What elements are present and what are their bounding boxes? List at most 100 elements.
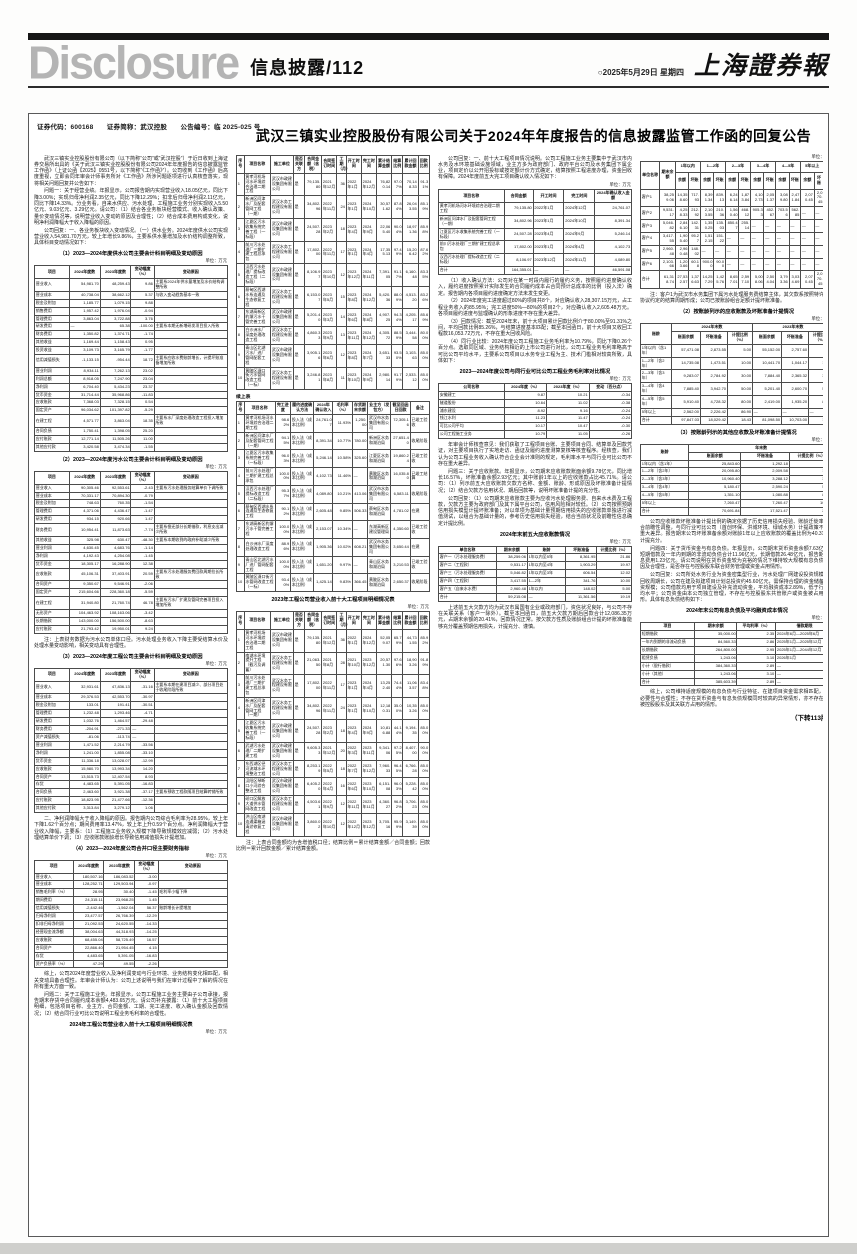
table-body: 1年以内（含1年） 57,471.08 2,873.55 5.00 55,152.00 2… <box>640 343 823 425</box>
table-cell: 156,500.00 <box>99 616 132 626</box>
table-cell: 90.00% <box>417 742 430 761</box>
table-cell: 22,065.40 <box>375 217 393 242</box>
table-cell: 1,079.15 <box>99 298 132 308</box>
table-cell: 1,292.18 <box>740 459 790 469</box>
table-cell: 2,504.04 <box>763 270 777 290</box>
table-row: 合同资产 9,350.67 9,546.91 -2.06 <box>34 580 228 590</box>
table-cell <box>157 872 228 882</box>
table-cell: -8.63 <box>130 616 155 626</box>
table-header-cell: 单位名称 <box>640 161 661 190</box>
table-cell: 17,355.13 <box>375 240 393 265</box>
table-cell: 9.88 <box>130 298 155 308</box>
top-black-bar <box>28 33 829 40</box>
table-cell: 2023年12月 <box>345 263 362 287</box>
table-cell: 3 <box>236 674 245 698</box>
table-cell: — <box>738 244 751 259</box>
table-header-cell: 工期（月） <box>336 155 350 174</box>
table-cell: 与收入变动趋势基本一致 <box>153 290 228 300</box>
table-cell: 1,750.41 <box>68 427 101 436</box>
table-cell: 黄陂区滠口街污水管网改造工程（一标） <box>243 573 276 593</box>
table-cell: 2023年4月 <box>345 719 362 743</box>
unit-label: 单位：万元 <box>609 538 631 544</box>
body-paragraph: 综上，公司2024年度营业收入及净利润变动与行业环境、业务结构变化相匹配，相关变… <box>34 971 228 991</box>
table-header-cell: 坏账准备 <box>699 331 728 345</box>
table-cell: 应付账款 <box>34 796 70 806</box>
table-cell: 新洲区问津水厂及配套管网工程（一期） <box>243 431 276 451</box>
table-cell: 武湖污水处理厂二期扩建工程 <box>243 742 272 761</box>
table-cell: 47,836.13 <box>99 680 132 695</box>
table-cell: 0.54 <box>130 398 155 408</box>
table-cell: 85.00% <box>417 759 430 779</box>
table-cell: 72,305.16 <box>390 413 411 433</box>
table-cell: 是 <box>292 308 306 328</box>
table-cell: 10.00 <box>788 467 823 477</box>
table-cell: 38,259.06 <box>659 188 676 208</box>
table-cell: 1,425.76 <box>713 270 726 290</box>
table-row: 销售毛利率（%） 28.95 30.40 -1.45 毛利率小幅下降 <box>34 888 228 898</box>
table-cell: 129,503.94 <box>103 880 136 890</box>
table-cell: 南湖水环境提升工程（截污及调蓄） <box>243 651 272 676</box>
table-cell: 黄陂区滠口街污水管网改造工程（一标） <box>243 366 272 391</box>
table-cell: 2022年12月 <box>345 812 362 837</box>
table-row: 其他收益 325.98 630.47 -48.30 主要系本期收到的政府补助减少所致 <box>34 535 228 545</box>
table-cell: 武汉市政建设集团有限公司 <box>270 172 294 197</box>
table-cell: 28.95 <box>72 888 105 898</box>
table-cell: 其他应付款 <box>34 442 70 452</box>
table-cell: 洪山区南湖连通渠箱涵清淤修复工程 <box>243 812 272 837</box>
table-cell: 32,931.61 <box>68 680 101 695</box>
table-cell: 61,318.74 <box>659 270 676 290</box>
table-cell: 投入法（成本比例） <box>290 431 315 451</box>
table-cell: 2,533.12 <box>402 366 419 391</box>
table-cell: 85.00% <box>417 812 430 837</box>
table-cell: 4 <box>236 467 245 486</box>
table-row: 客户四（工程款） 3,417.55 1—2年 341.76 10.00 <box>438 577 632 587</box>
table-row: 2—3年（含3年）10,960.403,288.1230.00 <box>640 475 823 485</box>
table-cell: 385,603.39 <box>694 677 738 687</box>
table-cell: 3.10 <box>736 669 777 679</box>
table-cell: — <box>738 231 751 246</box>
table-row: 小计（银行借款） 384,360.33 2.89— <box>640 661 823 671</box>
table-cell: 3.10 <box>736 653 777 663</box>
table-header-cell: 平均利率（%） <box>736 622 777 632</box>
table-cell: 2,757.60 <box>780 343 809 358</box>
page-edge-shadow <box>0 1243 857 1254</box>
table-caption: （1）2023—2024年度供水公司主要会计科目明细及变动原因 <box>59 251 203 258</box>
table-row: 9 硚口区解放大道供水管网改造工程 武汉水务工程建设有限公司是 4,503.61 202… <box>236 795 430 814</box>
table-cell: 其他应付款 <box>34 804 70 814</box>
table-cell: 7 <box>236 308 245 328</box>
table-cell <box>157 927 228 937</box>
table-header-cell: 期末余额 <box>495 545 528 555</box>
unit-label: 单位：万元 <box>609 182 631 188</box>
table-row: 合同资产 22,866.40 21,954.45 4.15 <box>34 943 228 953</box>
table-cell: 3,921.38 <box>99 788 132 798</box>
table-cell: 366.45 <box>351 573 369 593</box>
table-cell: 5,201.40 <box>304 308 323 328</box>
table-cell: 1,376.63 <box>688 270 701 290</box>
table-cell: 客户三（污水处理服务费） <box>438 569 497 579</box>
table-cell <box>153 725 228 734</box>
table-cell: 江夏区污水收集系统完善工程（一标段） <box>243 719 272 743</box>
table-cell: 11,361.56 <box>565 592 598 602</box>
table-header-row: 序号 项目名称 完工进度 履约进度确认方法 2024年确认收入 毛利率（%） 存货期末余额业… <box>236 401 430 415</box>
table-cell: 主要系本期无新增研发项目投入所致 <box>153 322 228 332</box>
table-cell: 325.98 <box>68 535 101 545</box>
table-cell: -7.74 <box>130 523 155 537</box>
body-paragraph: 问题二：关于工程施工业务。年报显示，公司工程施工业务主要由子公司承接，报告期末存… <box>34 991 228 1017</box>
stock-info-line: 证券代码：600168 证券简称：武汉控股 公告编号：临 2025-025 号 <box>37 124 261 131</box>
table-cell: -3.00 <box>134 872 159 882</box>
table-cell: 12,771.14 <box>68 435 101 444</box>
table-body: 1 黄孝河机场河水环境综合治理二期工程 武汉市政建设集团有限公司是 79,135.80… <box>236 628 430 837</box>
table-cell: -0.34 <box>588 390 632 400</box>
table-cell: 3,860.02 <box>304 812 323 837</box>
table-cell: 135.03 <box>713 219 726 233</box>
body-paragraph: 问题三：关于应收账款。年报显示，公司期末应收账款账面余额9.78亿元，同比增长1… <box>438 468 632 494</box>
table-cell: 20.59 <box>130 567 155 582</box>
table-cell: 2,960.48 <box>674 244 690 259</box>
unit-label: 单位：万元 <box>205 258 227 264</box>
table-cell: 93.40% <box>274 573 292 593</box>
table-cell <box>153 338 228 348</box>
table-cell: 96,034.62 <box>68 406 101 416</box>
table-cell: 租赁负债 <box>640 653 696 663</box>
table-cell: 24,507.28 <box>503 227 534 242</box>
table-cell: 10 <box>236 573 245 593</box>
